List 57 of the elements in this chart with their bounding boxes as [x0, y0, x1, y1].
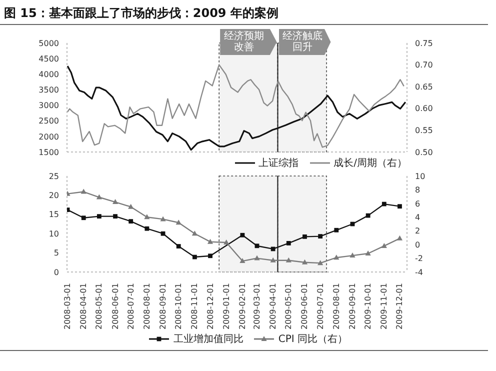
y-tick-label: 10 — [48, 229, 59, 238]
y-tick-label: 2500 — [38, 116, 59, 126]
x-tick-label: 2008-10-01 — [174, 283, 184, 330]
x-tick-label: 2009-12-01 — [395, 283, 404, 330]
x-tick-label: 2009-01-01 — [222, 283, 231, 330]
y2-tick-label: 0.60 — [415, 104, 433, 114]
legend-label: 工业增加值同比 — [172, 332, 244, 346]
y2-tick-label: 0 — [415, 240, 420, 250]
y2-tick-label: 10 — [415, 172, 426, 181]
y2-tick-label: 0.75 — [415, 38, 433, 48]
x-tick-label: 2008-06-01 — [110, 283, 120, 330]
x-tick-label: 2009-02-01 — [238, 283, 247, 330]
y2-tick-label: -2 — [415, 254, 423, 264]
x-tick-label: 2008-07-01 — [126, 283, 136, 330]
y-tick-label: 5000 — [38, 38, 59, 48]
chart-title: 图 15：基本面跟上了市场的步伐：2009 年的案例 — [4, 5, 278, 22]
x-tick-label: 2009-08-01 — [332, 283, 341, 330]
y-tick-label: 3000 — [38, 101, 59, 110]
legend-label: 上证综指 — [258, 156, 299, 170]
x-tick-label: 2009-04-01 — [268, 283, 278, 330]
y-tick-label: 5 — [54, 248, 59, 258]
y-tick-label: 1500 — [38, 148, 59, 157]
x-tick-label: 2009-07-01 — [316, 283, 325, 330]
legend-label: CPI 同比（右） — [277, 332, 348, 346]
legend-label: 成长/周期（右） — [332, 156, 407, 170]
y-tick-label: 0 — [54, 268, 59, 277]
x-tick-label: 2009-10-01 — [364, 283, 373, 330]
x-tick-label: 2009-05-01 — [284, 283, 294, 330]
x-tick-label: 2008-09-01 — [158, 283, 168, 330]
y2-tick-label: 0.70 — [415, 60, 433, 70]
y2-tick-label: 6 — [415, 199, 420, 208]
x-tick-label: 2008-11-01 — [190, 283, 200, 330]
y2-tick-label: 2 — [415, 226, 420, 236]
x-tick-label: 2008-04-01 — [79, 283, 88, 330]
y2-tick-label: 4 — [415, 212, 420, 222]
x-tick-label: 2008-08-01 — [142, 283, 152, 330]
y-tick-label: 15 — [48, 210, 59, 220]
y-tick-label: 2000 — [38, 132, 59, 142]
y-tick-label: 4000 — [38, 70, 59, 79]
y-tick-label: 4500 — [38, 54, 59, 64]
y2-tick-label: 8 — [415, 186, 420, 195]
x-tick-label: 2008-03-01 — [63, 283, 72, 330]
x-tick-label: 2008-12-01 — [206, 283, 215, 330]
y2-tick-label: -4 — [415, 268, 423, 277]
band-label: 经济触底回升 — [282, 31, 324, 53]
x-tick-label: 2009-11-01 — [380, 283, 389, 330]
x-tick-label: 2009-06-01 — [300, 283, 310, 330]
x-tick-label: 2009-09-01 — [348, 283, 357, 330]
y-tick-label: 25 — [48, 172, 59, 181]
y-tick-label: 20 — [48, 191, 59, 200]
band-label: 经济预期改善 — [223, 31, 266, 53]
y2-tick-label: 0.65 — [415, 82, 433, 92]
x-tick-label: 2008-05-01 — [94, 283, 104, 330]
x-tick-label: 2009-03-01 — [252, 283, 262, 330]
y2-tick-label: 0.55 — [415, 126, 433, 136]
y2-tick-label: 0.50 — [415, 148, 433, 157]
y-tick-label: 3500 — [38, 86, 59, 95]
